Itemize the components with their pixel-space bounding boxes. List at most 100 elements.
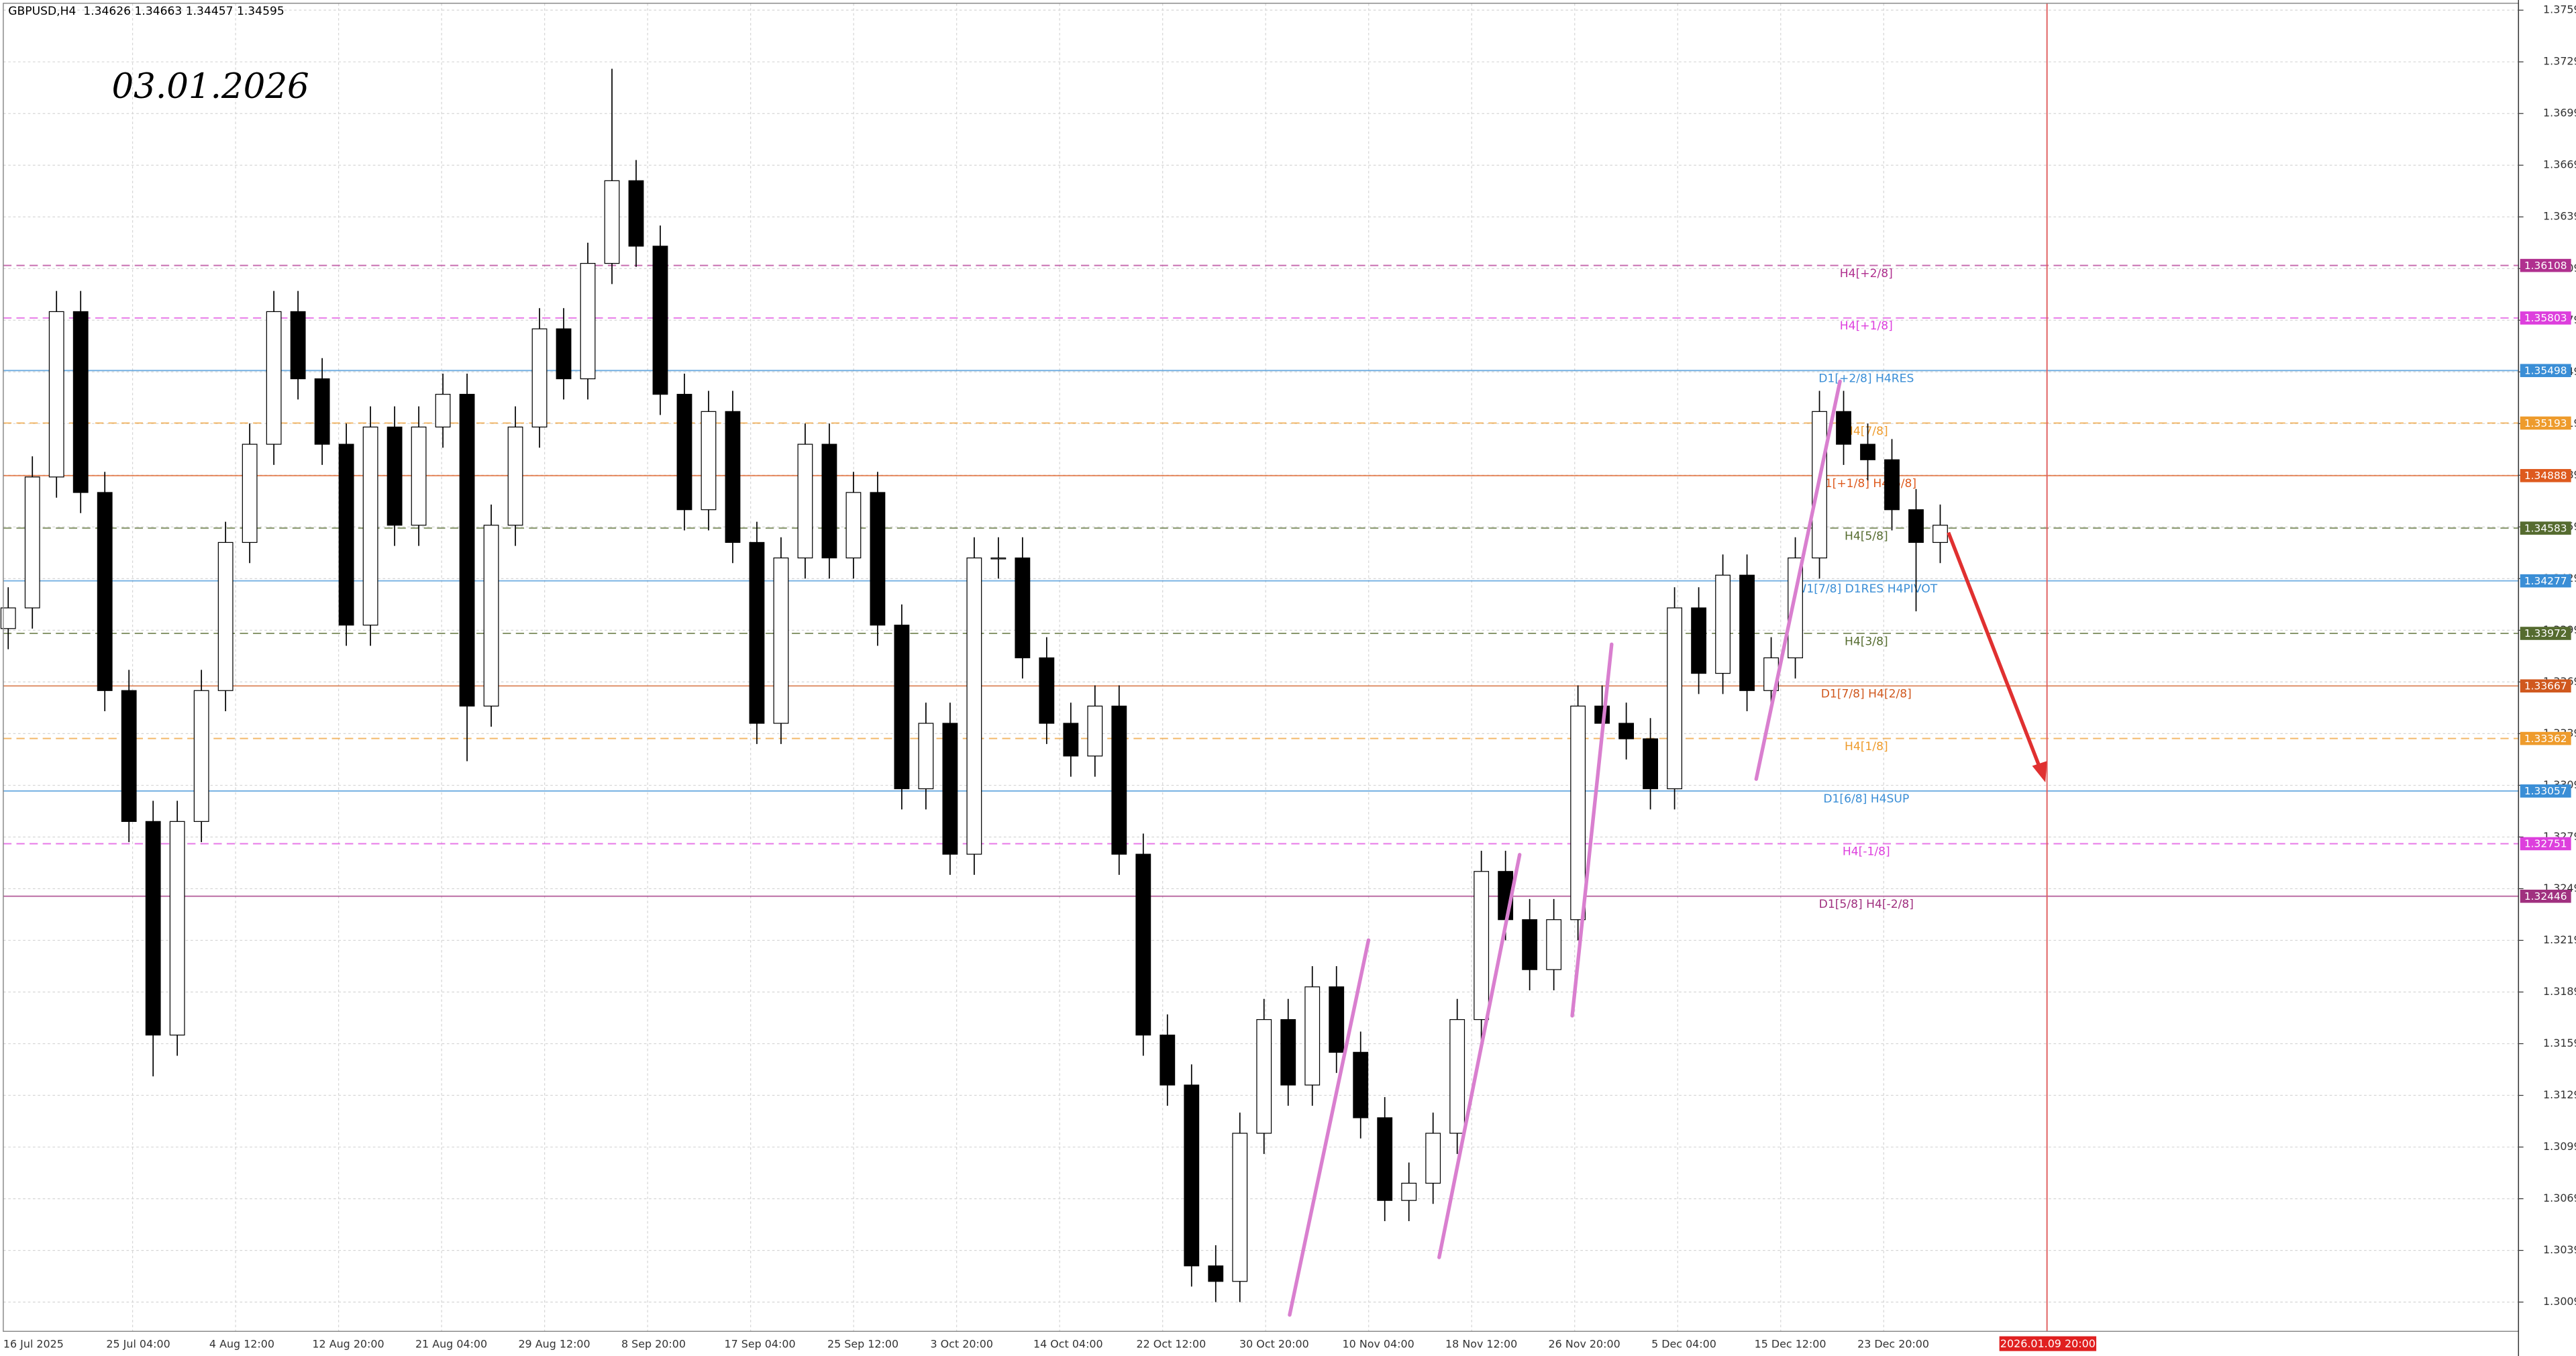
level-price-box (2520, 469, 2571, 482)
candle-body (1280, 1019, 1296, 1086)
candle-body (531, 328, 548, 428)
candle-body (1353, 1051, 1369, 1118)
level-price-box (2520, 258, 2571, 272)
candle-body (48, 311, 64, 478)
x-tick-label: 30 Oct 20:00 (1239, 1337, 1309, 1350)
level-price-box (2520, 416, 2571, 430)
y-tick-label: 1.36990 (2543, 107, 2576, 119)
x-tick-label: 18 Nov 12:00 (1445, 1337, 1517, 1350)
level-price-box (2520, 889, 2571, 903)
level-price-box (2520, 521, 2571, 535)
candle-body (362, 426, 378, 626)
candle-body (169, 821, 185, 1036)
candle-body (72, 311, 89, 493)
x-tick-label: 10 Nov 04:00 (1343, 1337, 1414, 1350)
candle-body (1933, 525, 1948, 543)
candle-body (1667, 607, 1683, 790)
candle-body (749, 541, 765, 724)
candle-body (1643, 738, 1659, 790)
candle-body (411, 426, 427, 526)
candle-body (1474, 871, 1490, 1021)
marker-date: 2026.01.09 20:00 (2000, 1337, 2096, 1350)
level-price-box (2520, 627, 2571, 640)
x-tick-label: 17 Sep 04:00 (724, 1337, 795, 1350)
candle-body (338, 444, 354, 626)
level-label: D1[+2/8] H4RES (1818, 372, 1914, 385)
y-tick-label: 1.36690 (2543, 158, 2576, 171)
candle-body (507, 426, 523, 526)
candle-body (845, 492, 862, 559)
candle-body (1618, 723, 1635, 739)
candle-body (121, 690, 137, 822)
x-tick-label: 22 Oct 12:00 (1137, 1337, 1206, 1350)
candle-body (1184, 1084, 1200, 1267)
x-tick-label: 23 Dec 20:00 (1857, 1337, 1929, 1350)
arrow-shaft (1947, 531, 2043, 770)
level-price: 1.33667 (2524, 680, 2567, 692)
x-tick-label: 8 Sep 20:00 (621, 1337, 686, 1350)
candle-body (435, 394, 451, 428)
x-tick-label: 21 Aug 04:00 (415, 1337, 487, 1350)
level-price-box (2520, 364, 2571, 378)
candle-body (1232, 1133, 1248, 1282)
candle-body (242, 444, 258, 543)
candles (0, 68, 1948, 1302)
level-label: D1[7/8] H4[2/8] (1821, 688, 1912, 701)
trend-lines (1288, 379, 1842, 1317)
x-tick-label: 14 Oct 04:00 (1033, 1337, 1103, 1350)
x-tick-label: 12 Aug 20:00 (312, 1337, 384, 1350)
forecast-arrow (1947, 531, 2047, 783)
y-tick-label: 1.32190 (2543, 933, 2576, 946)
level-price: 1.34277 (2524, 575, 2567, 587)
arrow-head (2032, 761, 2047, 783)
marker-date-box (1999, 1336, 2097, 1351)
y-tick-label: 1.30690 (2543, 1192, 2576, 1204)
x-tick-label: 16 Jul 2025 (3, 1337, 64, 1350)
x-tick-label: 3 Oct 20:00 (930, 1337, 993, 1350)
level-price-box (2520, 574, 2571, 588)
candle-body (217, 541, 234, 691)
level-label: D1[+1/8] H4[6/8] (1816, 477, 1916, 490)
candle-body (290, 311, 306, 380)
candle-body (483, 525, 499, 707)
level-label: H4[+2/8] (1840, 267, 1893, 280)
candle-body (1087, 705, 1103, 757)
level-price: 1.34888 (2524, 470, 2567, 482)
candle-body (990, 557, 1007, 560)
candle-body (1715, 574, 1731, 674)
trend-line (1754, 379, 1842, 781)
candle-body (1401, 1182, 1417, 1201)
y-tick-label: 1.31890 (2543, 985, 2576, 998)
candle-body (797, 444, 813, 559)
y-tick-label: 1.31590 (2543, 1037, 2576, 1049)
level-label: D1[6/8] H4SUP (1823, 792, 1909, 806)
x-tick-label: 29 Aug 12:00 (518, 1337, 590, 1350)
level-price-box (2520, 784, 2571, 798)
candle-body (1208, 1265, 1224, 1282)
x-tick-label: 4 Aug 12:00 (209, 1337, 274, 1350)
level-label: H4[3/8] (1845, 635, 1888, 648)
level-label: H4[+1/8] (1840, 319, 1893, 333)
level-price: 1.35193 (2524, 417, 2567, 429)
y-tick-label: 1.36390 (2543, 210, 2576, 223)
chart-title: GBPUSD,H4 1.34626 1.34663 1.34457 1.3459… (8, 5, 285, 18)
candle-body (1570, 705, 1586, 921)
candle-body (870, 492, 886, 626)
candle-body (725, 411, 741, 543)
level-label: H4[5/8] (1845, 529, 1888, 543)
y-tick-label: 1.30390 (2543, 1243, 2576, 1256)
candle-body (628, 180, 644, 247)
level-price-box (2520, 837, 2571, 851)
level-price-box (2520, 731, 2571, 745)
x-tick-label: 25 Jul 04:00 (106, 1337, 170, 1350)
axes: 1.375901.372901.369901.366901.363901.360… (3, 3, 2576, 1351)
candle-body (676, 394, 692, 511)
level-label: H4[-1/8] (1843, 845, 1890, 859)
level-label: H4[7/8] (1845, 425, 1888, 438)
date-annotation: 03.01.2026 (111, 66, 309, 107)
candle-body (556, 328, 572, 380)
level-price: 1.32751 (2524, 838, 2567, 850)
level-price: 1.36108 (2524, 260, 2567, 272)
level-price: 1.34583 (2524, 522, 2567, 534)
candle-body (24, 476, 40, 609)
